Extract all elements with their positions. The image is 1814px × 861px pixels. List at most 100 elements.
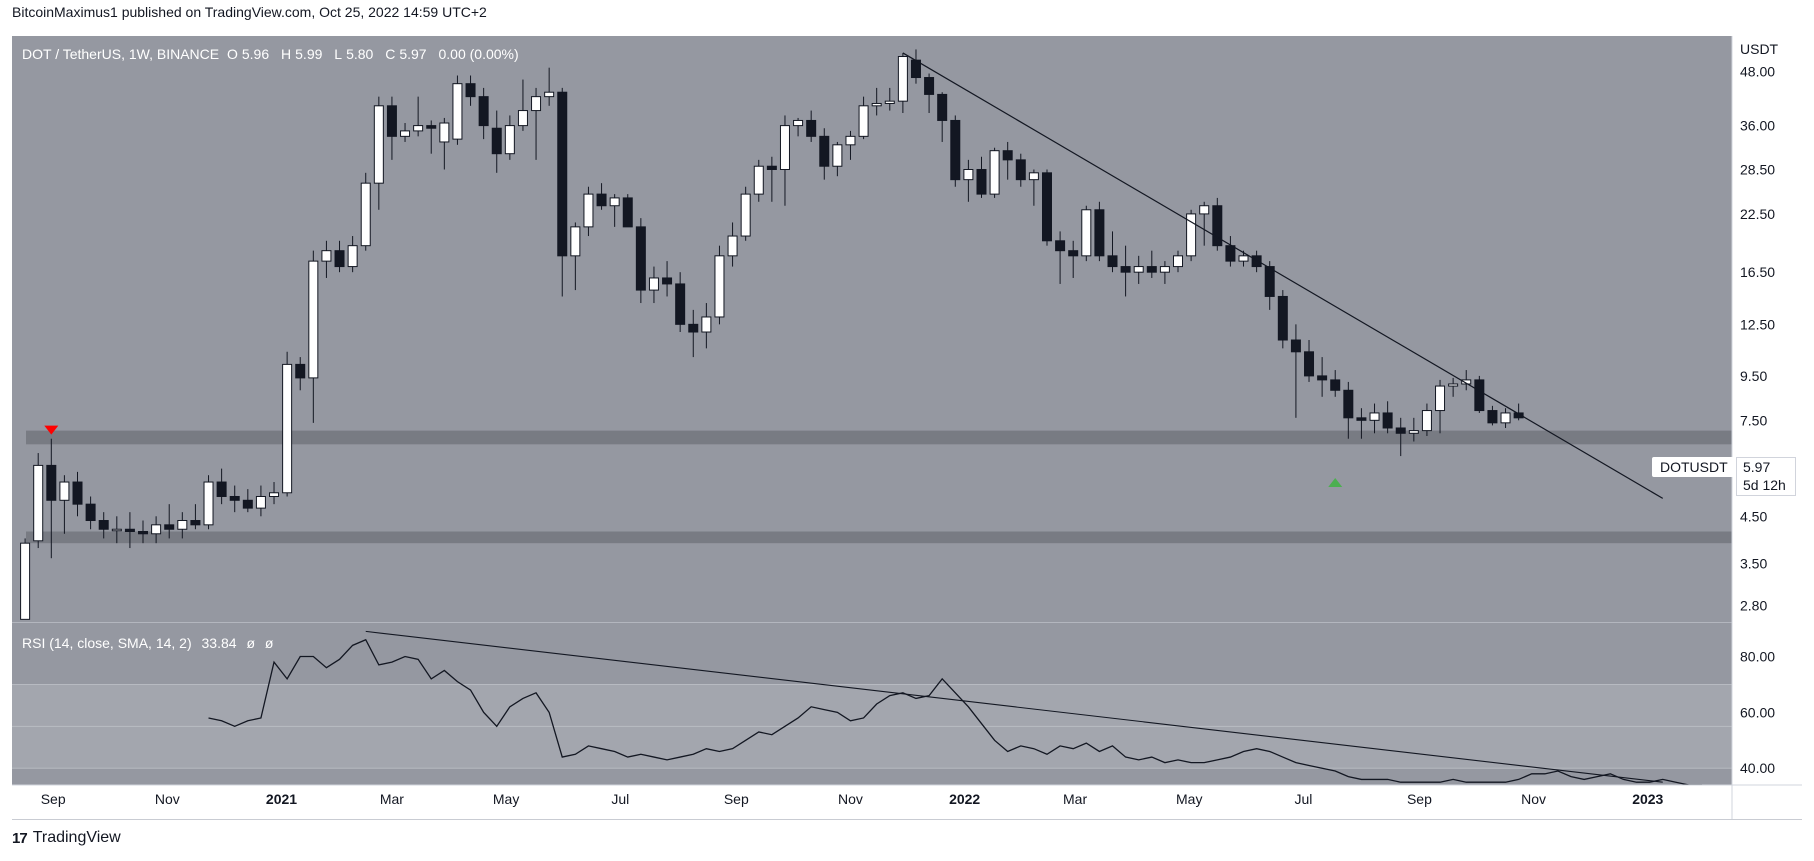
- candle: [1146, 266, 1157, 273]
- candle: [334, 250, 345, 268]
- candle: [766, 165, 777, 170]
- candle: [1002, 150, 1013, 161]
- candle: [609, 197, 620, 207]
- candle: [373, 105, 384, 184]
- candle: [858, 105, 869, 137]
- symbol-label[interactable]: DOT / TetherUS, 1W, BINANCE: [22, 46, 220, 62]
- brand-name[interactable]: TradingView: [32, 829, 121, 846]
- rsi-value: 33.84: [201, 635, 237, 651]
- candle: [151, 524, 162, 535]
- candle: [1290, 339, 1301, 353]
- candle: [33, 464, 44, 542]
- candle: [950, 119, 961, 181]
- ohlc-low: L 5.80: [334, 46, 374, 62]
- y-axis-unit: USDT: [1740, 41, 1779, 57]
- candle: [517, 110, 528, 127]
- ohlc-high: H 5.99: [281, 46, 323, 62]
- candle: [321, 250, 332, 262]
- candle: [1120, 266, 1131, 273]
- candle: [884, 100, 895, 104]
- candle: [1500, 412, 1511, 424]
- candle: [308, 260, 319, 379]
- y-tick-label: 9.50: [1740, 368, 1767, 384]
- x-tick-label: Sep: [1407, 791, 1432, 807]
- candle: [897, 56, 908, 102]
- candle: [1238, 255, 1249, 262]
- bar-countdown: 5d 12h: [1743, 477, 1786, 493]
- candle: [1382, 412, 1393, 429]
- candle: [1487, 410, 1498, 424]
- candle: [72, 481, 83, 505]
- candle: [164, 524, 175, 530]
- candle: [1304, 351, 1315, 377]
- candle: [360, 182, 371, 247]
- y-axis-bg: [1732, 36, 1802, 785]
- candle: [1435, 385, 1446, 412]
- candle: [1081, 209, 1092, 257]
- candle: [59, 481, 70, 501]
- candle: [557, 91, 568, 257]
- candle: [675, 283, 686, 325]
- candle: [1199, 205, 1210, 215]
- ohlc-change: 0.00 (0.00%): [438, 46, 519, 62]
- candle: [426, 125, 437, 129]
- price-trendline: [902, 52, 1664, 499]
- rsi-tick-label: 60.00: [1740, 704, 1775, 720]
- tradingview-logo-icon[interactable]: 17: [12, 829, 28, 847]
- x-tick-label: Sep: [724, 791, 749, 807]
- candle: [138, 531, 149, 535]
- price-panel: [12, 36, 1802, 624]
- candle: [1055, 240, 1066, 252]
- x-tick-label: 2022: [949, 791, 980, 807]
- candle: [242, 499, 253, 509]
- candle: [806, 119, 817, 137]
- y-tick-label: 3.50: [1740, 556, 1767, 572]
- support-zone: [26, 531, 1732, 544]
- down-arrow-icon: [44, 425, 59, 435]
- candle: [570, 226, 581, 257]
- x-tick-label: Nov: [155, 791, 180, 807]
- rsi-legend: RSI (14, close, SMA, 14, 2) 33.84 ø ø: [22, 635, 279, 651]
- candle: [491, 127, 502, 155]
- resistance-zone: [26, 430, 1732, 445]
- y-tick-label: 4.50: [1740, 508, 1767, 524]
- candle: [347, 245, 358, 268]
- candle: [1225, 245, 1236, 262]
- candle: [1448, 383, 1459, 387]
- rsi-panel: [12, 623, 1732, 786]
- candle: [1264, 266, 1275, 297]
- candle: [282, 363, 293, 494]
- candle: [269, 492, 280, 497]
- x-tick-label: 2021: [266, 791, 297, 807]
- x-tick-label: Nov: [838, 791, 863, 807]
- x-tick-label: May: [1176, 791, 1202, 807]
- candle: [295, 363, 306, 379]
- y-tick-label: 16.50: [1740, 264, 1775, 280]
- candle: [1317, 375, 1328, 381]
- candle: [832, 144, 843, 167]
- current-price: 5.97: [1743, 459, 1771, 475]
- candle: [583, 193, 594, 228]
- x-tick-label: Sep: [41, 791, 66, 807]
- ohlc-open: O 5.96: [226, 46, 270, 62]
- candle: [478, 96, 489, 127]
- candle: [400, 130, 411, 137]
- candle: [727, 235, 738, 257]
- candle: [465, 83, 476, 98]
- publisher-header: BitcoinMaximus1 published on TradingView…: [12, 4, 487, 20]
- candle: [1343, 389, 1354, 419]
- x-tick-label: Nov: [1521, 791, 1546, 807]
- candle: [1212, 205, 1223, 247]
- candle: [1369, 412, 1380, 421]
- candle: [924, 77, 935, 95]
- candle: [452, 83, 463, 140]
- candle: [622, 197, 633, 228]
- candle: [1068, 250, 1079, 257]
- rsi-label[interactable]: RSI (14, close, SMA, 14, 2): [22, 635, 192, 651]
- candle: [216, 481, 227, 497]
- candle: [1107, 255, 1118, 268]
- price-legend: DOT / TetherUS, 1W, BINANCE O 5.96 H 5.99 …: [22, 46, 523, 62]
- candle: [1356, 417, 1367, 421]
- candle: [845, 135, 856, 146]
